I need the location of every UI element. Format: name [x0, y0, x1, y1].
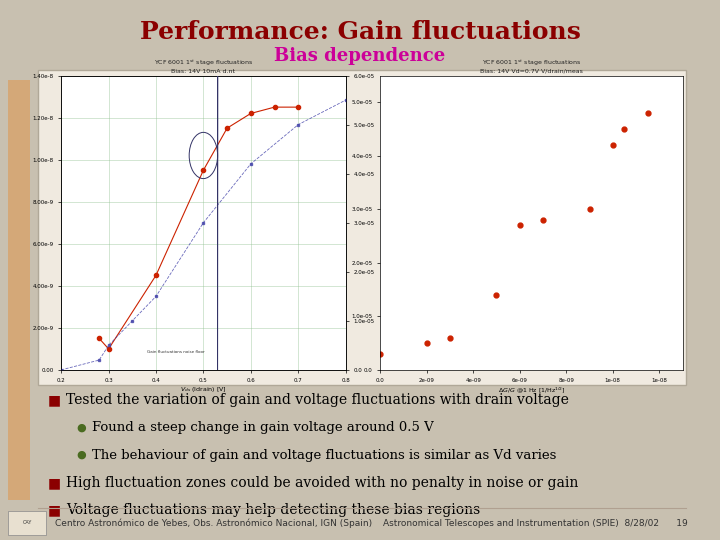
Text: ●: ● [76, 450, 86, 460]
Text: Performance: Gain fluctuations: Performance: Gain fluctuations [140, 20, 580, 44]
Text: Centro Astronómico de Yebes, Obs. Astronómico Nacional, IGN (Spain): Centro Astronómico de Yebes, Obs. Astron… [55, 518, 372, 528]
Text: The behaviour of gain and voltage fluctuations is similar as Vd varies: The behaviour of gain and voltage fluctu… [92, 449, 557, 462]
Text: Gain fluctuations noise floor: Gain fluctuations noise floor [147, 350, 204, 354]
FancyBboxPatch shape [8, 80, 30, 500]
Title: YCF 6001 1$^{st}$ stage fluctuations
Bias: 14V 10mA d.nt: YCF 6001 1$^{st}$ stage fluctuations Bia… [153, 58, 253, 74]
Text: Astronomical Telescopes and Instrumentation (SPIE)  8/28/02      19: Astronomical Telescopes and Instrumentat… [383, 518, 688, 528]
Text: Tested the variation of gain and voltage fluctuations with drain voltage: Tested the variation of gain and voltage… [66, 393, 569, 407]
Text: ●: ● [76, 423, 86, 433]
Text: Voltage fluctuations may help detecting these bias regions: Voltage fluctuations may help detecting … [66, 503, 480, 517]
FancyBboxPatch shape [8, 511, 46, 535]
Title: YCF 6001 1$^{st}$ stage fluctuations
Bias: 14V Vd=0.7V V/drain/meas: YCF 6001 1$^{st}$ stage fluctuations Bia… [480, 58, 582, 74]
Text: ■: ■ [48, 393, 61, 407]
Text: ■: ■ [48, 503, 61, 517]
Text: CAY: CAY [22, 521, 32, 525]
Text: ■: ■ [48, 476, 61, 490]
Text: Bias dependence: Bias dependence [274, 47, 446, 65]
X-axis label: $V_{ds}$ (Idrain) [V]: $V_{ds}$ (Idrain) [V] [180, 386, 227, 394]
FancyBboxPatch shape [38, 70, 686, 385]
X-axis label: $\Delta G/G$ @1 Hz [1/Hz$^{1/2}$]: $\Delta G/G$ @1 Hz [1/Hz$^{1/2}$] [498, 386, 565, 395]
Text: High fluctuation zones could be avoided with no penalty in noise or gain: High fluctuation zones could be avoided … [66, 476, 578, 490]
Text: Found a steep change in gain voltage around 0.5 V: Found a steep change in gain voltage aro… [92, 422, 433, 435]
